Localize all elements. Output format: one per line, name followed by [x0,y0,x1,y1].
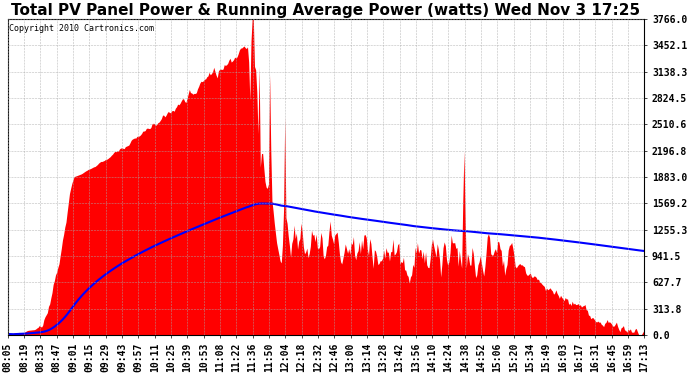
Text: Copyright 2010 Cartronics.com: Copyright 2010 Cartronics.com [9,24,154,33]
Title: Total PV Panel Power & Running Average Power (watts) Wed Nov 3 17:25: Total PV Panel Power & Running Average P… [12,3,640,18]
